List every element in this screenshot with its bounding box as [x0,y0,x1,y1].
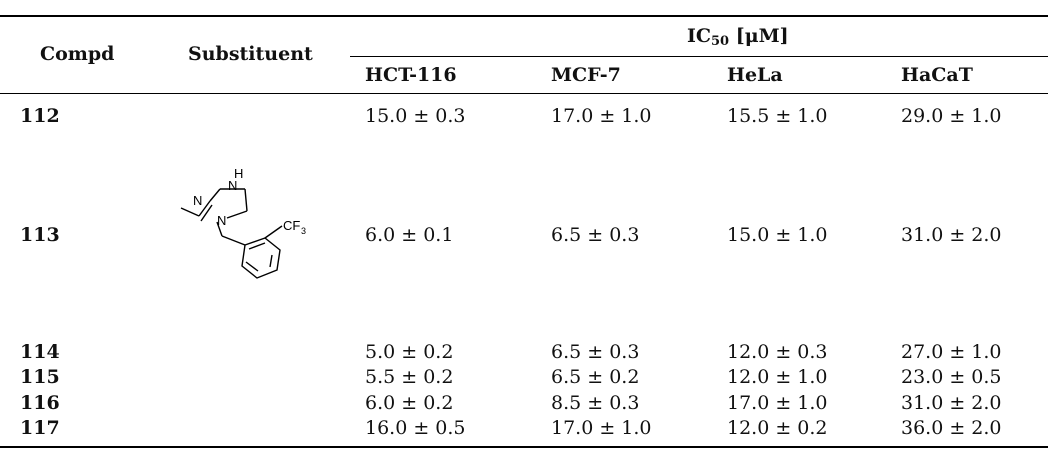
value-cell: 16.0 ± 0.5 [365,417,466,439]
compd-id: 114 [20,341,60,363]
value-cell: 12.0 ± 0.2 [727,417,828,439]
value-cell: 27.0 ± 1.0 [901,341,1002,363]
value-cell: 6.5 ± 0.3 [551,341,640,363]
value-cell: 23.0 ± 0.5 [901,366,1002,388]
compd-id: 117 [20,417,60,439]
value-cell: 8.5 ± 0.3 [551,392,640,414]
value-cell: 12.0 ± 1.0 [727,366,828,388]
structure-cf3-subscript: 3 [301,226,306,236]
value-cell: 17.0 ± 1.0 [727,392,828,414]
header-compd: Compd [40,43,115,65]
value-cell: 6.0 ± 0.1 [365,224,454,246]
compd-id: 115 [20,366,60,388]
header-rule [0,93,1048,94]
value-cell: 5.5 ± 0.2 [365,366,454,388]
header-hela: HeLa [727,64,783,86]
compd-id: 116 [20,392,60,414]
value-cell: 5.0 ± 0.2 [365,341,454,363]
compd-id: 113 [20,224,60,246]
value-cell: 17.0 ± 1.0 [551,417,652,439]
ic50-group-rule [350,56,1048,57]
value-cell: 15.0 ± 0.3 [365,105,466,127]
header-hct116: HCT-116 [365,64,457,86]
structure-n-top-label: N [228,178,237,193]
header-mcf7: MCF-7 [551,64,621,86]
value-cell: 17.0 ± 1.0 [551,105,652,127]
value-cell: 6.5 ± 0.3 [551,224,640,246]
value-cell: 31.0 ± 2.0 [901,224,1002,246]
structure-n-ring-label: N [217,213,226,228]
table-bottom-rule [0,446,1048,448]
header-substituent: Substituent [188,43,313,65]
structure-cf3-label: CF [283,218,300,233]
compd-id: 112 [20,105,60,127]
value-cell: 6.5 ± 0.2 [551,366,640,388]
structure-h-label: H [234,166,243,181]
value-cell: 6.0 ± 0.2 [365,392,454,414]
value-cell: 29.0 ± 1.0 [901,105,1002,127]
value-cell: 12.0 ± 0.3 [727,341,828,363]
header-hacat: HaCaT [901,64,973,86]
value-cell: 15.5 ± 1.0 [727,105,828,127]
value-cell: 31.0 ± 2.0 [901,392,1002,414]
value-cell: 36.0 ± 2.0 [901,417,1002,439]
header-ic50: IC50 [μM] [687,25,789,49]
table-top-rule [0,15,1048,17]
substituent-structure: H N N N CF 3 [180,166,306,279]
structure-n-imine-label: N [193,193,202,208]
value-cell: 15.0 ± 1.0 [727,224,828,246]
